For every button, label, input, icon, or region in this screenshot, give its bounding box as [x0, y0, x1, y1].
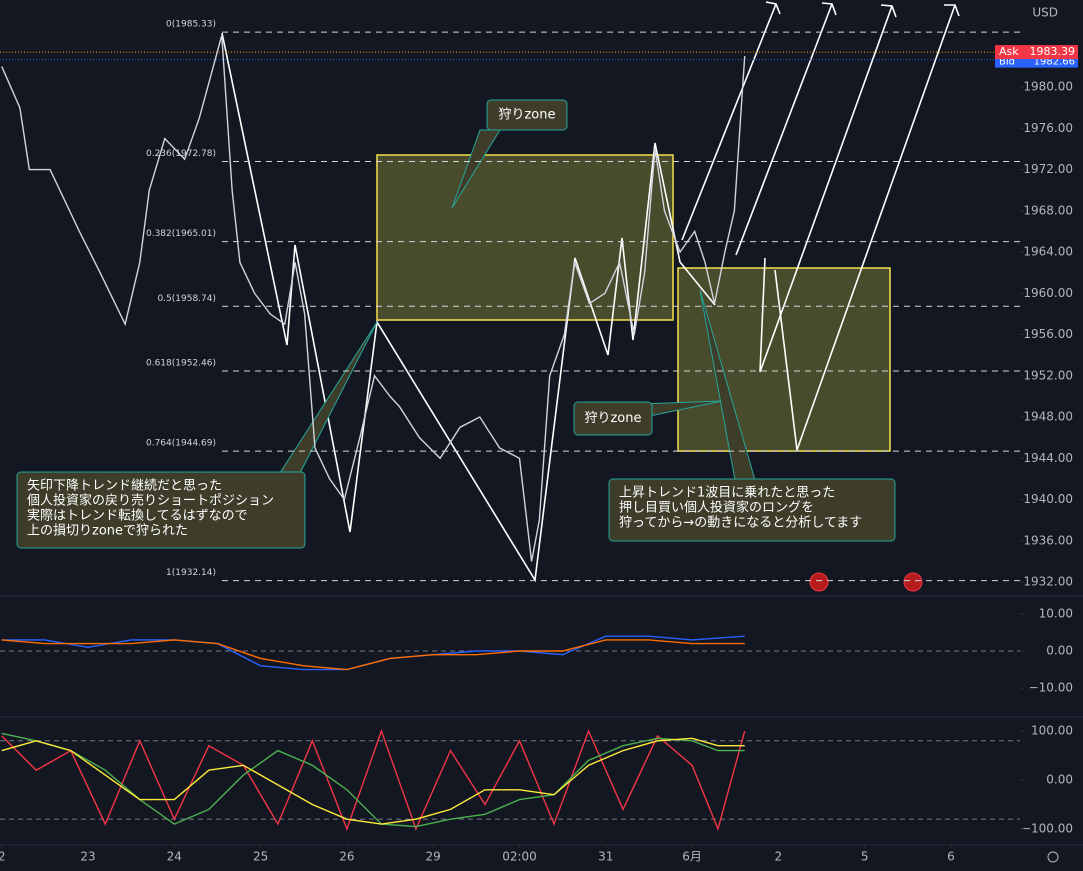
fib-label: 0(1985.33): [166, 20, 216, 30]
series-line: [1, 35, 746, 562]
bid-label: Bid: [999, 57, 1015, 68]
y-tick-label: 1948.00: [1023, 410, 1073, 424]
zigzag: [221, 32, 716, 583]
x-tick-label: 5: [861, 850, 869, 864]
settings-icon[interactable]: [1047, 851, 1059, 863]
y-tick-label: 1960.00: [1023, 286, 1073, 300]
fib-label: 0.618(1952.46): [146, 359, 216, 369]
fib-label: 0.5(1958.74): [157, 294, 216, 304]
y-tick-label: 1980.00: [1023, 80, 1073, 94]
y-tick-label: 0.00: [1046, 644, 1073, 658]
x-tick-label: 25: [253, 850, 268, 864]
y-tick-label: 1964.00: [1023, 245, 1073, 259]
x-tick-label: 24: [167, 850, 182, 864]
x-tick-label: 2: [0, 850, 6, 864]
y-tick-label: 10.00: [1039, 606, 1073, 620]
y-tick-label: 1972.00: [1023, 162, 1073, 176]
bid-value: 1982.66: [1034, 57, 1075, 68]
ask-label: Ask: [999, 45, 1019, 58]
fib-label: 1(1932.14): [166, 568, 216, 578]
annotation-text: 狩りzone: [584, 411, 641, 426]
annotation-text: 狩りzone: [498, 108, 555, 123]
annotation-text: 個人投資家の戻り売りショートポジション: [27, 493, 274, 509]
x-tick-label: 26: [339, 850, 354, 864]
ask-value: 1983.39: [1030, 45, 1076, 58]
annotation-text: 上昇トレンド1波目に乗れたと思った: [619, 486, 835, 501]
y-tick-label: 1944.00: [1023, 451, 1073, 465]
annotation: 狩りzone: [486, 99, 568, 131]
event-flag[interactable]: [809, 572, 829, 592]
y-tick-label: 1956.00: [1023, 327, 1073, 341]
currency[interactable]: USD: [1032, 6, 1058, 20]
y-tick-label: 0.00: [1046, 772, 1073, 786]
arrow: [774, 4, 956, 451]
y-tick-label: 1952.00: [1023, 368, 1073, 382]
y-tick-label: 1940.00: [1023, 492, 1073, 506]
y-tick-label: 1936.00: [1023, 533, 1073, 547]
x-tick-label: 23: [80, 850, 95, 864]
zone[interactable]: [376, 154, 674, 321]
annotation-box: [573, 401, 653, 436]
arrow-head: [765, 1, 781, 15]
annotation-text: 上の損切りzoneで狩られた: [27, 524, 188, 539]
fib-label: 0.236(1972.78): [146, 149, 216, 159]
series-line: [1, 639, 745, 671]
x-tick-label: 2: [775, 850, 783, 864]
arrow: [735, 3, 833, 256]
annotation: 上昇トレンド1波目に乗れたと思った押し目買い個人投資家のロングを狩ってから→の動…: [608, 478, 896, 542]
y-tick-label: −100.00: [1021, 821, 1073, 835]
x-tick-label: 6: [947, 850, 955, 864]
annotation: 矢印下降トレンド継続だと思った個人投資家の戻り売りショートポジション実際はトレン…: [16, 471, 306, 549]
arrow-head: [944, 4, 960, 17]
y-tick-label: −10.00: [1029, 681, 1073, 695]
fib-label: 0.764(1944.69): [146, 439, 216, 449]
annotation-box: [486, 99, 568, 131]
x-tick-label: 31: [598, 850, 613, 864]
series-line: [1, 728, 746, 832]
arrow-head: [880, 4, 897, 18]
arrow: [759, 5, 893, 373]
y-tick-label: 1968.00: [1023, 203, 1073, 217]
fib-label: 0.382(1965.01): [146, 229, 216, 239]
x-tick-label: 6月: [682, 850, 702, 864]
arrow: [681, 3, 777, 241]
annotation-text: 狩ってから→の動きになると分析してます: [619, 516, 862, 531]
annotation-text: 矢印下降トレンド継続だと思った: [27, 479, 222, 494]
y-tick-label: 100.00: [1031, 724, 1073, 738]
arrow-head: [821, 2, 837, 16]
arrows: [221, 1, 960, 583]
x-tick-label: 02:00: [502, 850, 537, 864]
series-line: [1, 737, 745, 825]
annotation-box: [608, 478, 896, 542]
annotation-text: 実際はトレンド転換してるはずなので: [27, 508, 248, 524]
annotation: 狩りzone: [573, 401, 653, 436]
ask-box: [995, 45, 1078, 60]
x-tick-label: 29: [426, 850, 441, 864]
annotation-text: 押し目買い個人投資家のロングを: [619, 500, 814, 516]
event-flag[interactable]: [903, 572, 923, 592]
annotation-box: [16, 471, 306, 549]
y-tick-label: 1976.00: [1023, 121, 1073, 135]
y-tick-label: 1932.00: [1023, 575, 1073, 589]
zone[interactable]: [677, 267, 891, 452]
